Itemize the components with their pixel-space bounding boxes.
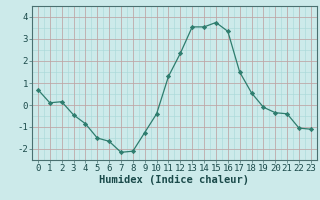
X-axis label: Humidex (Indice chaleur): Humidex (Indice chaleur) (100, 175, 249, 185)
